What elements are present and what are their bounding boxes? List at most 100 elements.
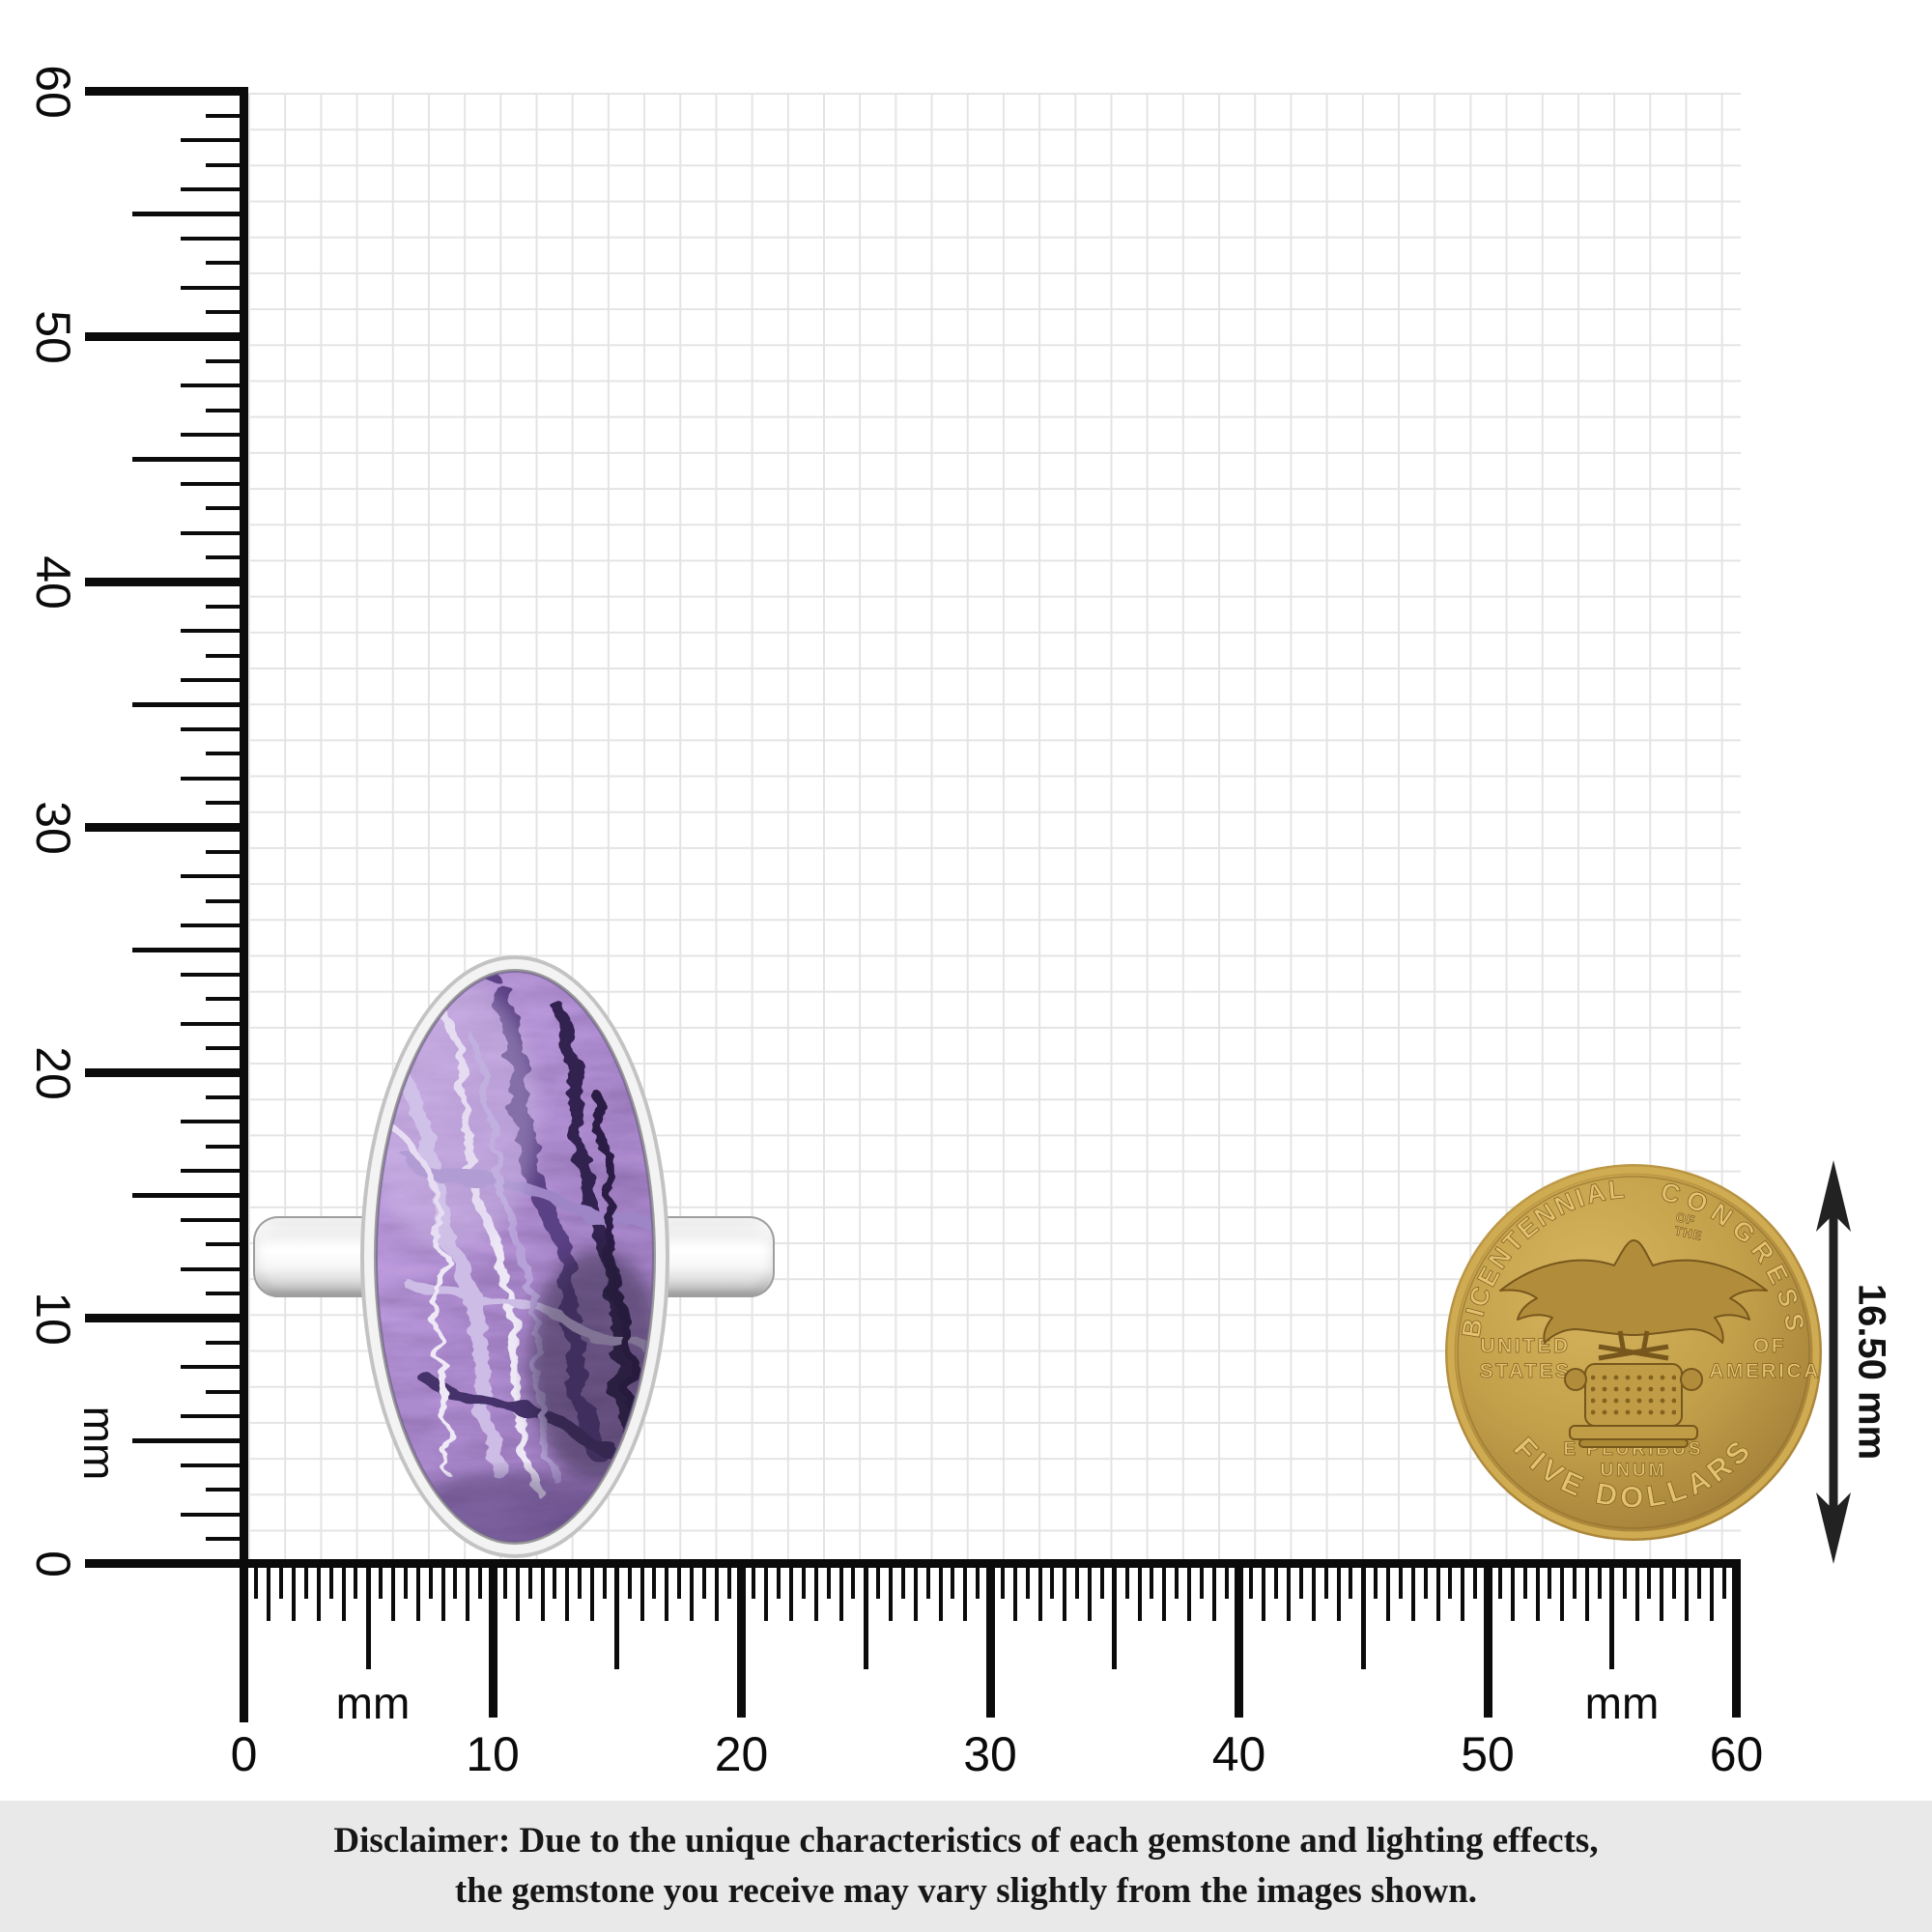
ruler-tick [85,332,248,341]
ruler-tick [240,1563,248,1718]
ruler-tick [1473,1563,1478,1599]
ruler-tick [181,530,248,535]
ruler-tick [1336,1563,1341,1621]
ruler-label: mm [1584,1678,1660,1728]
ruler-tick [985,1563,995,1718]
ruler-tick [132,948,248,952]
ruler-tick [292,1563,296,1621]
ruler-tick [181,1512,248,1517]
ruler-tick [206,849,248,854]
ruler-tick [181,433,248,438]
ruler-tick [206,1144,248,1149]
ruler-tick [789,1563,793,1621]
ruler-tick [690,1563,694,1621]
ruler-tick [85,823,248,832]
ruler-tick [181,1120,248,1124]
ruler-tick [913,1563,918,1621]
disclaimer-band: Disclaimer: Due to the unique characteri… [0,1801,1932,1932]
ruler-tick [181,1021,248,1026]
coin-the-text: THE [1673,1223,1703,1243]
ruler-tick [578,1563,582,1599]
ruler-tick [328,1563,333,1599]
ruler-tick [925,1563,930,1599]
ruler-tick [85,87,248,96]
ruler-tick [665,1563,669,1621]
ruler-tick [677,1563,682,1599]
ruler-tick [1088,1563,1092,1621]
ruler-tick [206,1340,248,1345]
coin-of-text: OF [1675,1209,1697,1228]
ruler-tick [1374,1563,1378,1599]
ruler-tick [1262,1563,1266,1621]
ruler-tick [206,555,248,560]
ruler-tick [1535,1563,1540,1621]
ruler-tick [1199,1563,1204,1599]
ruler-tick [379,1563,384,1599]
ruler-tick [181,285,248,290]
ruler-tick [206,653,248,658]
ruler-tick [1435,1563,1440,1621]
ruler-tick [1063,1563,1067,1621]
ruler-tick [1298,1563,1303,1599]
ruler-tick [415,1563,420,1621]
ruler-tick [303,1563,308,1599]
ruler-label: 40 [1211,1727,1266,1781]
ruler-label: 50 [26,309,80,364]
ruler-tick [1037,1563,1042,1621]
ruler-tick [1311,1563,1316,1621]
ruler-tick [1124,1563,1129,1599]
measurement-label: 16.50 mm [1850,1283,1893,1461]
ruler-label: 40 [26,554,80,610]
ruler-tick [1075,1563,1080,1599]
ruler-tick [181,1217,248,1222]
ruler-tick [181,776,248,781]
arrowhead-up [1816,1160,1851,1232]
ruler-tick [1573,1563,1577,1599]
ruler-label: 0 [230,1727,258,1781]
ruler-tick [565,1563,570,1621]
ruler-label: 20 [714,1727,769,1781]
ruler-tick [1685,1563,1689,1621]
ruler-tick [1112,1563,1118,1669]
ruler-tick [1211,1563,1216,1621]
ruler-tick [590,1563,594,1621]
ruler-tick [737,1563,746,1718]
ruler-tick [602,1563,607,1599]
ruler-tick [181,1266,248,1271]
ruler-tick [627,1563,632,1599]
coin-united-text: UNITED [1480,1335,1570,1357]
ruler-tick [206,1292,248,1296]
ruler-tick [206,113,248,118]
ruler-tick [1634,1563,1639,1621]
ruler-tick [206,261,248,266]
ruler-tick [181,629,248,634]
ruler-tick [341,1563,346,1621]
ruler-tick [206,1242,248,1247]
ruler-tick [181,726,248,731]
ruler-tick [181,384,248,388]
ruler-tick [1721,1563,1726,1599]
ruler-tick [440,1563,445,1621]
ruler-tick [1709,1563,1714,1621]
ruler-tick [206,1094,248,1099]
coin-america-text: AMERICA [1709,1360,1821,1382]
ruler-tick [764,1563,769,1621]
ruler-tick [1386,1563,1390,1621]
measurement-arrow [1816,1160,1851,1564]
ruler-tick [206,801,248,806]
ruler-tick [1560,1563,1565,1621]
ruler-label: 10 [26,1291,80,1346]
ruler-tick [85,578,248,586]
ruler-tick [316,1563,321,1621]
ruler-tick [181,874,248,879]
ruler-tick [428,1563,433,1599]
ruler-tick [85,1068,248,1077]
ruler-tick [777,1563,781,1599]
ruler-tick [466,1563,470,1621]
ruler-tick [488,1563,497,1718]
ruler-tick [1349,1563,1353,1599]
arrowhead-down [1816,1492,1851,1564]
ruler-tick [1732,1563,1741,1718]
ruler-tick [714,1563,719,1621]
coin-mace [1598,1344,1669,1361]
